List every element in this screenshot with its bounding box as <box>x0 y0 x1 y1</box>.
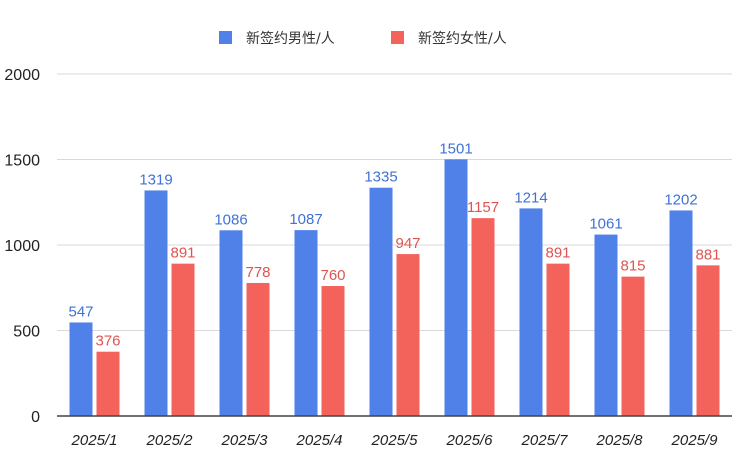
y-tick-label-0: 0 <box>31 409 40 426</box>
bar-male-5 <box>369 187 393 416</box>
data-label-male-7: 1214 <box>514 189 547 206</box>
bar-female-2 <box>171 263 195 416</box>
legend-label-1: 新签约女性/人 <box>418 30 507 47</box>
x-tick-label-9: 2025/9 <box>671 432 719 449</box>
data-label-female-7: 891 <box>545 245 570 262</box>
bar-female-6 <box>471 218 495 416</box>
bar-female-8 <box>621 276 645 416</box>
data-label-male-5: 1335 <box>364 169 397 186</box>
data-label-female-4: 760 <box>320 267 345 284</box>
data-label-female-9: 881 <box>695 246 720 263</box>
bar-male-8 <box>594 234 618 416</box>
x-tick-label-3: 2025/3 <box>221 432 269 449</box>
x-tick-label-8: 2025/8 <box>596 432 644 449</box>
x-tick-label-7: 2025/7 <box>521 432 569 449</box>
bars <box>69 159 720 417</box>
y-tick-label-1500: 1500 <box>4 153 40 170</box>
x-tick-label-4: 2025/4 <box>296 432 343 449</box>
x-tick-label-5: 2025/5 <box>371 432 419 449</box>
bar-female-5 <box>396 254 420 416</box>
bar-male-3 <box>219 230 243 416</box>
legend-swatch-1 <box>391 31 404 44</box>
bar-male-2 <box>144 190 168 416</box>
data-label-female-6: 1157 <box>467 199 499 216</box>
grid-lines <box>57 73 732 331</box>
legend-label-0: 新签约男性/人 <box>246 30 335 47</box>
y-axis: 0 500 1000 1500 2000 <box>4 67 40 426</box>
data-label-male-6: 1501 <box>439 140 472 157</box>
x-axis: 2025/1 2025/2 2025/3 2025/4 2025/5 2025/6 2025… <box>57 415 732 449</box>
data-label-female-8: 815 <box>620 258 645 275</box>
data-label-female-2: 891 <box>170 245 195 262</box>
bar-male-1 <box>69 322 93 416</box>
bar-female-3 <box>246 282 270 416</box>
y-tick-label-2000: 2000 <box>4 67 40 84</box>
bar-male-6 <box>444 159 468 417</box>
data-label-female-1: 376 <box>95 333 120 350</box>
bar-female-1 <box>96 351 120 416</box>
data-label-male-4: 1087 <box>289 211 322 228</box>
data-label-male-8: 1061 <box>589 216 622 233</box>
data-label-male-3: 1086 <box>214 211 247 228</box>
data-label-male-2: 1319 <box>139 171 172 188</box>
y-tick-label-500: 500 <box>13 324 40 341</box>
data-label-male-1: 547 <box>68 303 93 320</box>
bar-female-9 <box>696 265 720 416</box>
bar-male-9 <box>669 210 693 416</box>
x-tick-label-2: 2025/2 <box>146 432 194 449</box>
bar-female-7 <box>546 263 570 416</box>
data-label-female-5: 947 <box>395 235 420 252</box>
bar-male-7 <box>519 208 543 416</box>
x-tick-label-1: 2025/1 <box>71 432 118 449</box>
bar-female-4 <box>321 286 345 416</box>
y-tick-label-1000: 1000 <box>4 238 40 255</box>
data-label-male-9: 1202 <box>664 191 697 208</box>
x-tick-label-6: 2025/6 <box>446 432 494 449</box>
legend-swatch-0 <box>219 31 232 44</box>
legend: 新签约男性/人 新签约女性/人 <box>219 30 507 47</box>
data-label-female-3: 778 <box>245 264 270 281</box>
bar-male-4 <box>294 230 318 416</box>
